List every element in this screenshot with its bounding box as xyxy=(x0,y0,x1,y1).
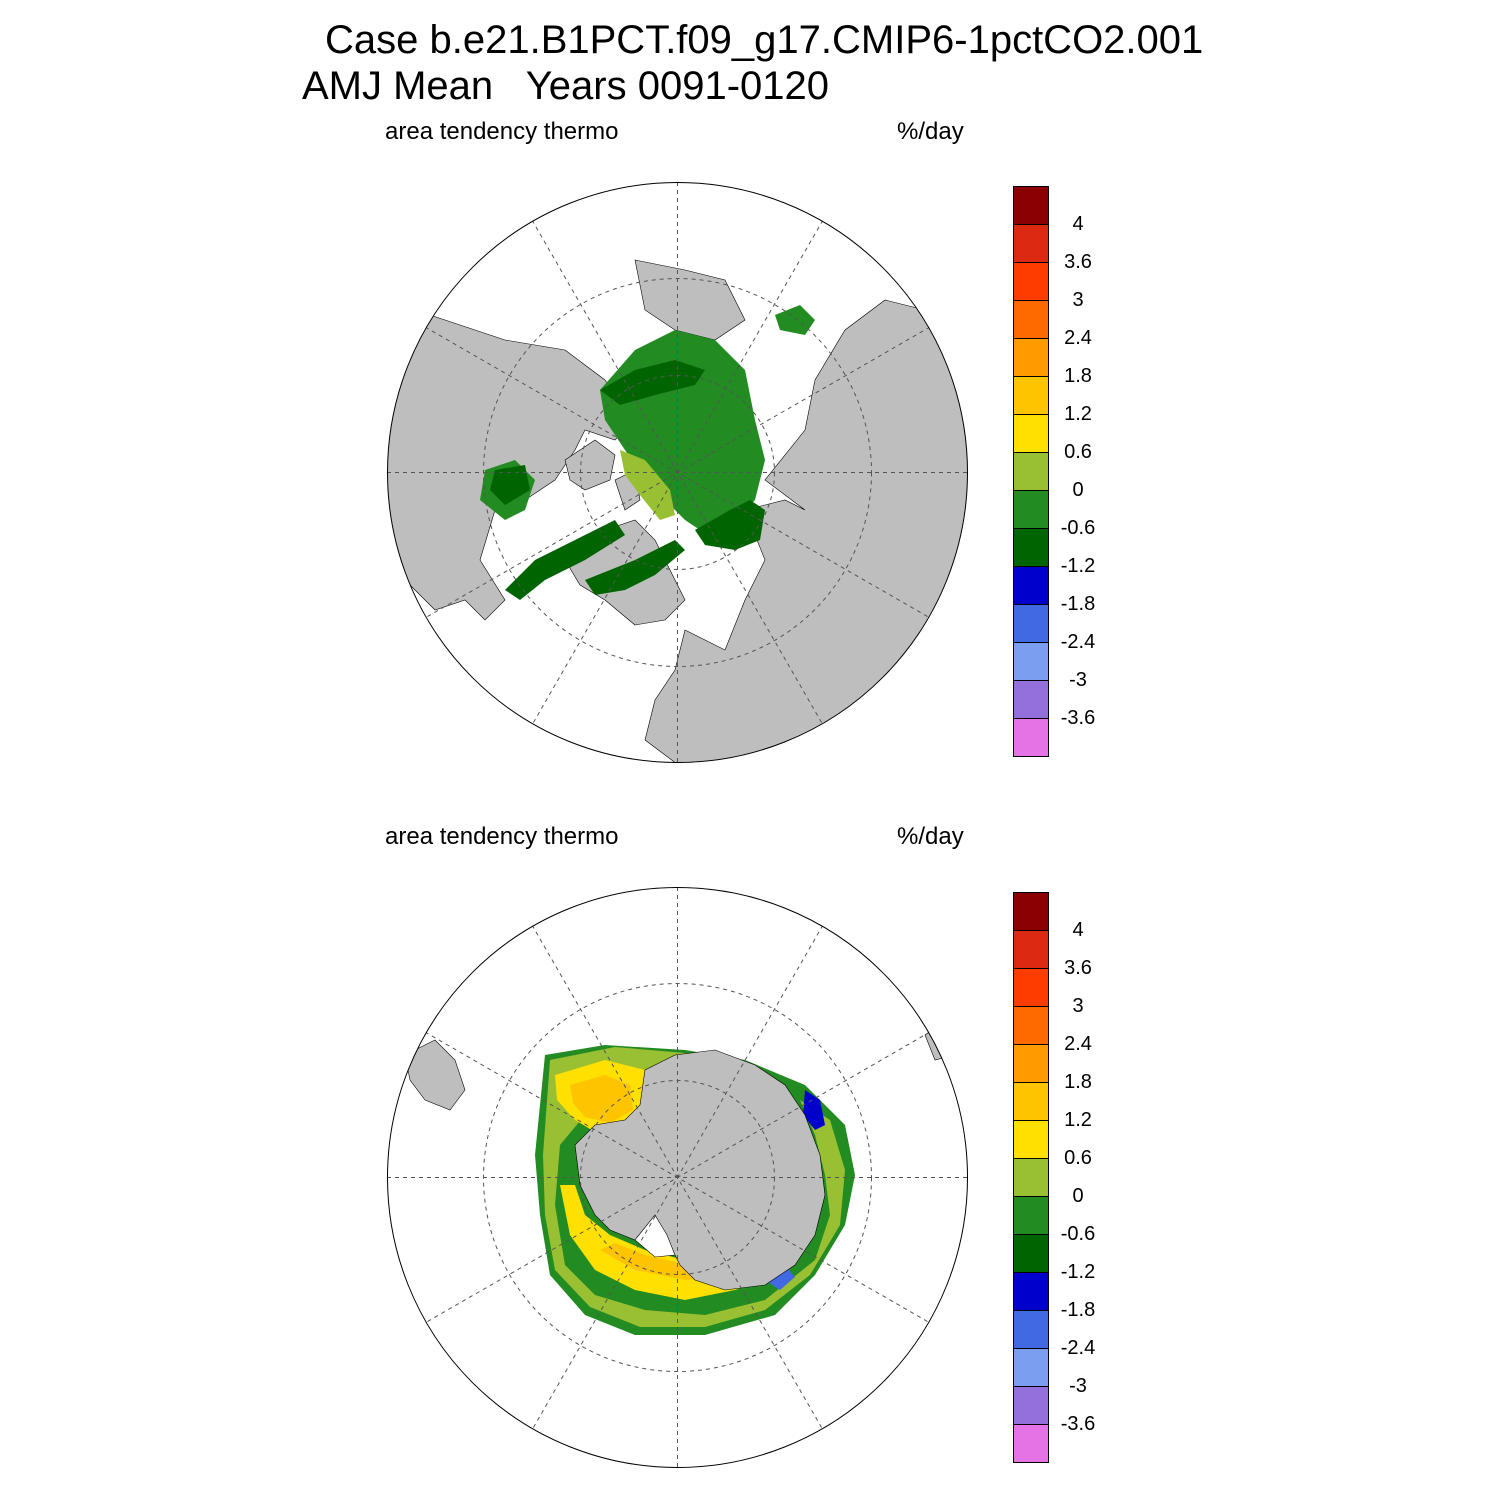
north-colorbar-swatch xyxy=(1013,414,1049,452)
north-ice-greenland-sea xyxy=(585,540,685,595)
north-colorbar-tick-label: 1.2 xyxy=(1064,403,1092,425)
south-colorbar-tick-label: 3 xyxy=(1072,995,1084,1017)
south-colorbar-swatch xyxy=(1013,968,1049,1006)
south-land-antarctica xyxy=(574,1049,826,1291)
south-colorbar-swatch xyxy=(1013,1044,1049,1082)
south-colorbar-tick-label: 3.6 xyxy=(1064,957,1092,979)
south-colorbar-swatch xyxy=(1013,1196,1049,1234)
north-colorbar-tick-label: -1.8 xyxy=(1060,593,1096,615)
south-colorbar-tick-label: -0.6 xyxy=(1060,1223,1096,1245)
north-ice-light-strip xyxy=(620,450,675,520)
north-panel: area tendency thermo %/day xyxy=(0,0,1500,763)
south-graticule xyxy=(387,887,968,1468)
south-colorbar-swatch xyxy=(1013,1006,1049,1044)
south-ross-ice-shelf xyxy=(634,1214,676,1258)
north-colorbar-swatch xyxy=(1013,262,1049,300)
north-colorbar-swatch xyxy=(1013,604,1049,642)
south-colorbar-tick-label: 4 xyxy=(1072,919,1084,941)
south-polar-map xyxy=(387,887,968,1468)
south-colorbar-tick-label: -3.6 xyxy=(1060,1413,1096,1435)
south-colorbar-swatch xyxy=(1013,1234,1049,1272)
south-panel: area tendency thermo %/day xyxy=(0,705,1500,1468)
south-colorbar xyxy=(1013,892,1049,1463)
north-colorbar-tick-label: 1.8 xyxy=(1064,365,1092,387)
figure-title-period: AMJ Mean Years 0091-0120 xyxy=(302,64,830,108)
south-colorbar-tick-label: 2.4 xyxy=(1064,1033,1092,1055)
north-colorbar-swatch xyxy=(1013,338,1049,376)
south-colorbar-tick-label: -2.4 xyxy=(1060,1337,1096,1359)
south-colorbar-swatch xyxy=(1013,1158,1049,1196)
south-colorbar-swatch xyxy=(1013,1348,1049,1386)
north-colorbar-tick-label: -1.2 xyxy=(1060,555,1096,577)
north-colorbar-tick-label: -3.6 xyxy=(1060,707,1096,729)
north-colorbar-tick-label: -0.6 xyxy=(1060,517,1096,539)
north-ice-hudson-bay xyxy=(490,465,530,505)
south-colorbar-swatch xyxy=(1013,1424,1049,1463)
north-ice-thick-band xyxy=(600,360,705,405)
south-colorbar-swatch xyxy=(1013,1272,1049,1310)
north-colorbar-swatch xyxy=(1013,452,1049,490)
north-land-north-america xyxy=(387,299,636,621)
north-colorbar-tick-label: 0.6 xyxy=(1064,441,1092,463)
north-land-chukotka xyxy=(634,259,746,341)
south-colorbar-tick-label: -3 xyxy=(1069,1375,1087,1397)
north-ice-baffin-strip xyxy=(505,520,625,600)
south-colorbar-tick-label: 1.8 xyxy=(1064,1071,1092,1093)
south-units-label: %/day xyxy=(897,823,964,850)
south-colorbar-swatch xyxy=(1013,1310,1049,1348)
north-colorbar-swatch xyxy=(1013,376,1049,414)
north-colorbar-tick-label: -3 xyxy=(1069,669,1087,691)
north-colorbar xyxy=(1013,186,1049,757)
south-colorbar-tick-label: 0.6 xyxy=(1064,1147,1092,1169)
north-colorbar-tick-label: 4 xyxy=(1072,213,1084,235)
north-colorbar-swatch xyxy=(1013,718,1049,757)
north-polar-map xyxy=(387,182,968,763)
south-colorbar-swatch xyxy=(1013,1386,1049,1424)
north-colorbar-swatch xyxy=(1013,642,1049,680)
figure-title-case: Case b.e21.B1PCT.f09_g17.CMIP6-1pctCO2.0… xyxy=(325,18,1204,62)
north-colorbar-tick-label: -2.4 xyxy=(1060,631,1096,653)
south-ice-southeast-blue xyxy=(765,1265,795,1290)
south-colorbar-swatch xyxy=(1013,930,1049,968)
north-colorbar-swatch xyxy=(1013,490,1049,528)
south-colorbar-tick-label: 0 xyxy=(1072,1185,1084,1207)
north-units-label: %/day xyxy=(897,118,964,145)
south-ice-east-blue xyxy=(803,1090,825,1130)
north-colorbar-swatch xyxy=(1013,566,1049,604)
south-map-border xyxy=(387,887,968,1468)
north-graticule xyxy=(387,182,968,763)
north-ice-barents xyxy=(695,500,765,550)
north-colorbar-swatch xyxy=(1013,680,1049,718)
north-colorbar-swatch xyxy=(1013,528,1049,566)
south-ice-weddell-orange xyxy=(570,1075,633,1123)
north-colorbar-tick-label: 0 xyxy=(1072,479,1084,501)
north-colorbar-tick-label: 2.4 xyxy=(1064,327,1092,349)
south-variable-label: area tendency thermo xyxy=(385,823,619,850)
north-map-border xyxy=(387,182,968,763)
north-variable-label: area tendency thermo xyxy=(385,118,619,145)
south-colorbar-tick-label: 1.2 xyxy=(1064,1109,1092,1131)
north-colorbar-swatch xyxy=(1013,224,1049,262)
north-colorbar-swatch xyxy=(1013,300,1049,338)
north-colorbar-swatch xyxy=(1013,186,1049,224)
south-colorbar-swatch xyxy=(1013,1082,1049,1120)
north-colorbar-tick-label: 3 xyxy=(1072,289,1084,311)
south-colorbar-tick-label: -1.2 xyxy=(1060,1261,1096,1283)
south-land-south-america xyxy=(404,1039,466,1111)
south-colorbar-tick-label: -1.8 xyxy=(1060,1299,1096,1321)
south-colorbar-swatch xyxy=(1013,1120,1049,1158)
north-colorbar-tick-label: 3.6 xyxy=(1064,251,1092,273)
south-colorbar-swatch xyxy=(1013,892,1049,930)
north-ice-okhotsk xyxy=(775,305,815,335)
